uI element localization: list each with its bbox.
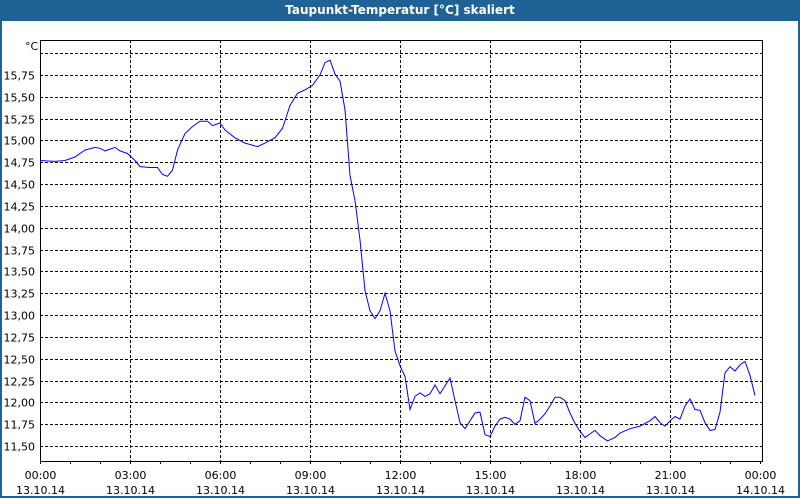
x-tick-date: 13.10.14 xyxy=(376,484,425,497)
y-tick-label: 11,75 xyxy=(4,419,36,432)
y-tick-label: 12,00 xyxy=(4,397,36,410)
window-title: Taupunkt-Temperatur [°C] skaliert xyxy=(0,0,800,21)
x-tick-time: 15:00 xyxy=(475,469,507,482)
series-line xyxy=(39,59,756,442)
x-tick-date: 13.10.14 xyxy=(646,484,695,497)
grid xyxy=(40,40,762,464)
y-tick-label: 14,00 xyxy=(4,223,36,236)
y-tick-label: 13,50 xyxy=(4,266,36,279)
y-tick-label: 14,25 xyxy=(4,201,36,214)
y-tick-label: 13,00 xyxy=(4,310,36,323)
y-tick-label: 12,50 xyxy=(4,354,36,367)
x-tick-labels: 00:00 13.10.14 03:00 13.10.14 06:00 13.10.14 0… xyxy=(16,469,785,497)
x-tick-date: 13.10.14 xyxy=(556,484,605,497)
x-tick-time: 18:00 xyxy=(565,469,597,482)
y-tick-label: 13,25 xyxy=(4,288,36,301)
x-tick-date: 13.10.14 xyxy=(466,484,515,497)
x-tick-date: 13.10.14 xyxy=(196,484,245,497)
y-tick-label: 15,25 xyxy=(4,114,36,127)
x-tick-date: 13.10.14 xyxy=(16,484,65,497)
y-tick-label: 13,75 xyxy=(4,245,36,258)
y-axis-unit: °C xyxy=(25,40,39,53)
x-tick-time: 00:00 xyxy=(25,469,57,482)
x-tick-date: 13.10.14 xyxy=(286,484,335,497)
x-tick-time: 03:00 xyxy=(115,469,147,482)
y-tick-label: 15,50 xyxy=(4,92,36,105)
y-tick-label: 15,00 xyxy=(4,135,36,148)
x-tick-time: 06:00 xyxy=(205,469,237,482)
y-tick-labels: 11,50 11,75 12,00 12,25 12,50 12,75 13,00 13,25… xyxy=(4,70,36,454)
y-tick-label: 12,75 xyxy=(4,332,36,345)
y-tick-label: 12,25 xyxy=(4,376,36,389)
x-tick-date: 13.10.14 xyxy=(106,484,155,497)
y-tick-label: 11,50 xyxy=(4,441,36,454)
x-tick-time: 00:00 xyxy=(745,469,777,482)
plot-frame xyxy=(40,40,763,462)
y-tick-label: 14,50 xyxy=(4,179,36,192)
x-tick-time: 09:00 xyxy=(295,469,327,482)
y-tick-label: 15,75 xyxy=(4,70,36,83)
x-tick-time: 12:00 xyxy=(385,469,417,482)
y-tick-label: 14,75 xyxy=(4,157,36,170)
x-tick-date: 14.10.14 xyxy=(736,484,785,497)
x-tick-time: 21:00 xyxy=(655,469,687,482)
